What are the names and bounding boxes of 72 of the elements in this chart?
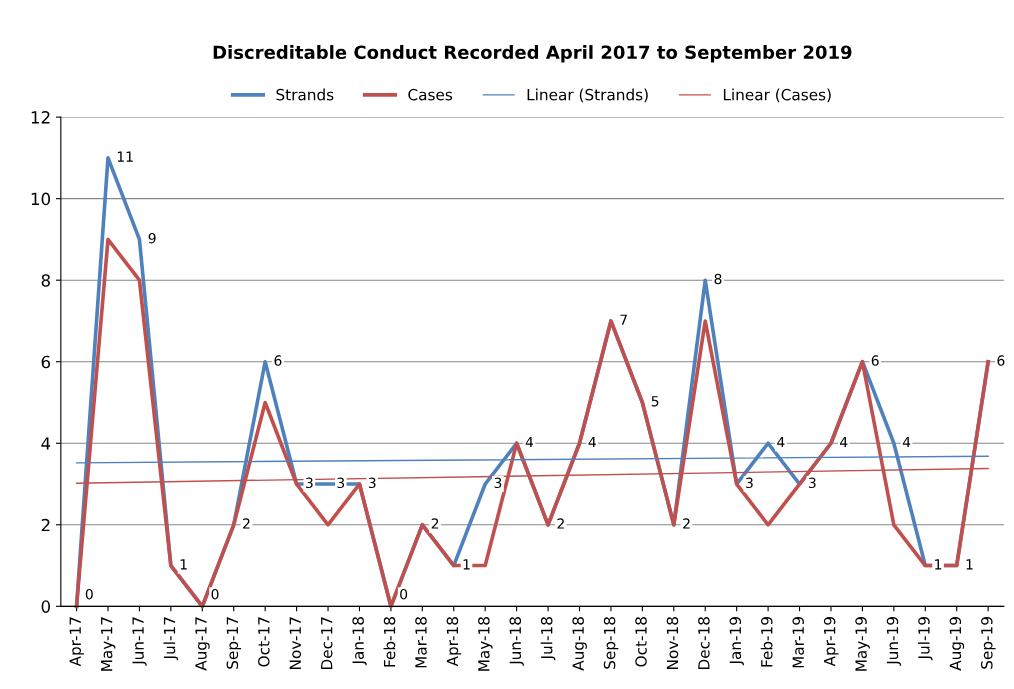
x-tick-label: Mar-19 — [792, 617, 804, 668]
y-tick-label: 8 — [41, 274, 50, 287]
y-tick-label: 2 — [41, 518, 50, 532]
x-tick-label: Dec-18 — [698, 617, 710, 670]
data-label: 2 — [243, 518, 250, 529]
data-label: 2 — [557, 518, 564, 529]
data-label: 4 — [839, 436, 848, 448]
x-tick-label: May-17 — [101, 617, 116, 671]
data-label: 11 — [117, 151, 133, 162]
data-label: 3 — [746, 477, 753, 489]
data-label: 1 — [966, 559, 973, 570]
x-tick-label: Nov-18 — [666, 617, 679, 669]
y-tick-label: 6 — [41, 355, 51, 369]
data-label: 0 — [211, 588, 219, 600]
x-tick-label: Jun-17 — [132, 617, 147, 666]
x-tick-label: Oct-18 — [635, 617, 647, 667]
y-tick-label: 4 — [41, 437, 51, 450]
chart-title: Discreditable Conduct Recorded April 2017 to September 2019 — [213, 45, 852, 63]
data-label: 3 — [305, 477, 313, 489]
legend-label: Linear (Cases) — [723, 88, 831, 103]
data-label: 6 — [997, 355, 1005, 366]
x-tick-label: Dec-17 — [321, 617, 333, 670]
data-label: 1 — [180, 559, 187, 570]
data-label: 4 — [588, 436, 596, 448]
data-label: 3 — [808, 477, 816, 489]
y-tick-label: 10 — [31, 192, 51, 206]
x-tick-label: Apr-19 — [823, 617, 839, 667]
data-label: 1 — [935, 559, 942, 570]
data-label: 8 — [714, 273, 722, 285]
data-label: 9 — [148, 232, 156, 244]
x-tick-label: Aug-19 — [949, 617, 965, 671]
x-tick-label: May-18 — [478, 617, 493, 671]
x-tick-label: Feb-18 — [383, 617, 396, 667]
x-tick-label: Jul-17 — [163, 617, 179, 661]
data-label: 0 — [85, 588, 93, 600]
data-label: 4 — [525, 436, 534, 448]
x-tick-label: Nov-17 — [289, 617, 302, 669]
data-label: 0 — [400, 588, 408, 600]
data-label: 2 — [431, 518, 439, 529]
x-tick-label: Aug-17 — [195, 617, 210, 671]
y-tick-label: 0 — [41, 600, 51, 613]
x-tick-label: Aug-18 — [572, 617, 587, 671]
data-label: 5 — [651, 396, 659, 407]
legend-label: Linear (Strands) — [527, 88, 648, 103]
x-tick-label: Jan-19 — [729, 617, 744, 666]
data-label: 6 — [871, 355, 879, 366]
x-tick-label: Jun-19 — [886, 617, 902, 666]
x-tick-label: Oct-17 — [258, 617, 270, 667]
data-label: 3 — [368, 477, 376, 489]
x-tick-label: Jul-19 — [917, 617, 933, 661]
x-tick-label: Feb-19 — [760, 617, 773, 667]
x-tick-label: Sep-17 — [226, 617, 242, 669]
x-tick-label: Jan-18 — [352, 617, 367, 666]
x-tick-label: Jul-18 — [540, 617, 556, 661]
data-label: 1 — [463, 559, 470, 570]
x-tick-label: Jun-18 — [509, 617, 524, 666]
data-label: 6 — [274, 355, 282, 366]
data-label: 4 — [777, 436, 785, 448]
data-label: 4 — [902, 436, 911, 448]
x-tick-label: Sep-19 — [981, 617, 996, 669]
x-tick-label: May-19 — [855, 617, 870, 671]
data-label: 3 — [494, 477, 502, 489]
y-tick-label: 12 — [31, 111, 50, 124]
x-tick-label: Mar-18 — [415, 617, 427, 668]
data-label: 3 — [337, 477, 345, 489]
x-tick-label: Apr-18 — [446, 617, 462, 667]
data-label: 7 — [620, 314, 627, 325]
data-label: 2 — [683, 518, 690, 529]
legend-label: Strands — [276, 88, 334, 101]
x-tick-label: Apr-17 — [69, 617, 84, 667]
x-tick-label: Sep-18 — [603, 617, 619, 669]
legend-label: Cases — [408, 88, 453, 101]
